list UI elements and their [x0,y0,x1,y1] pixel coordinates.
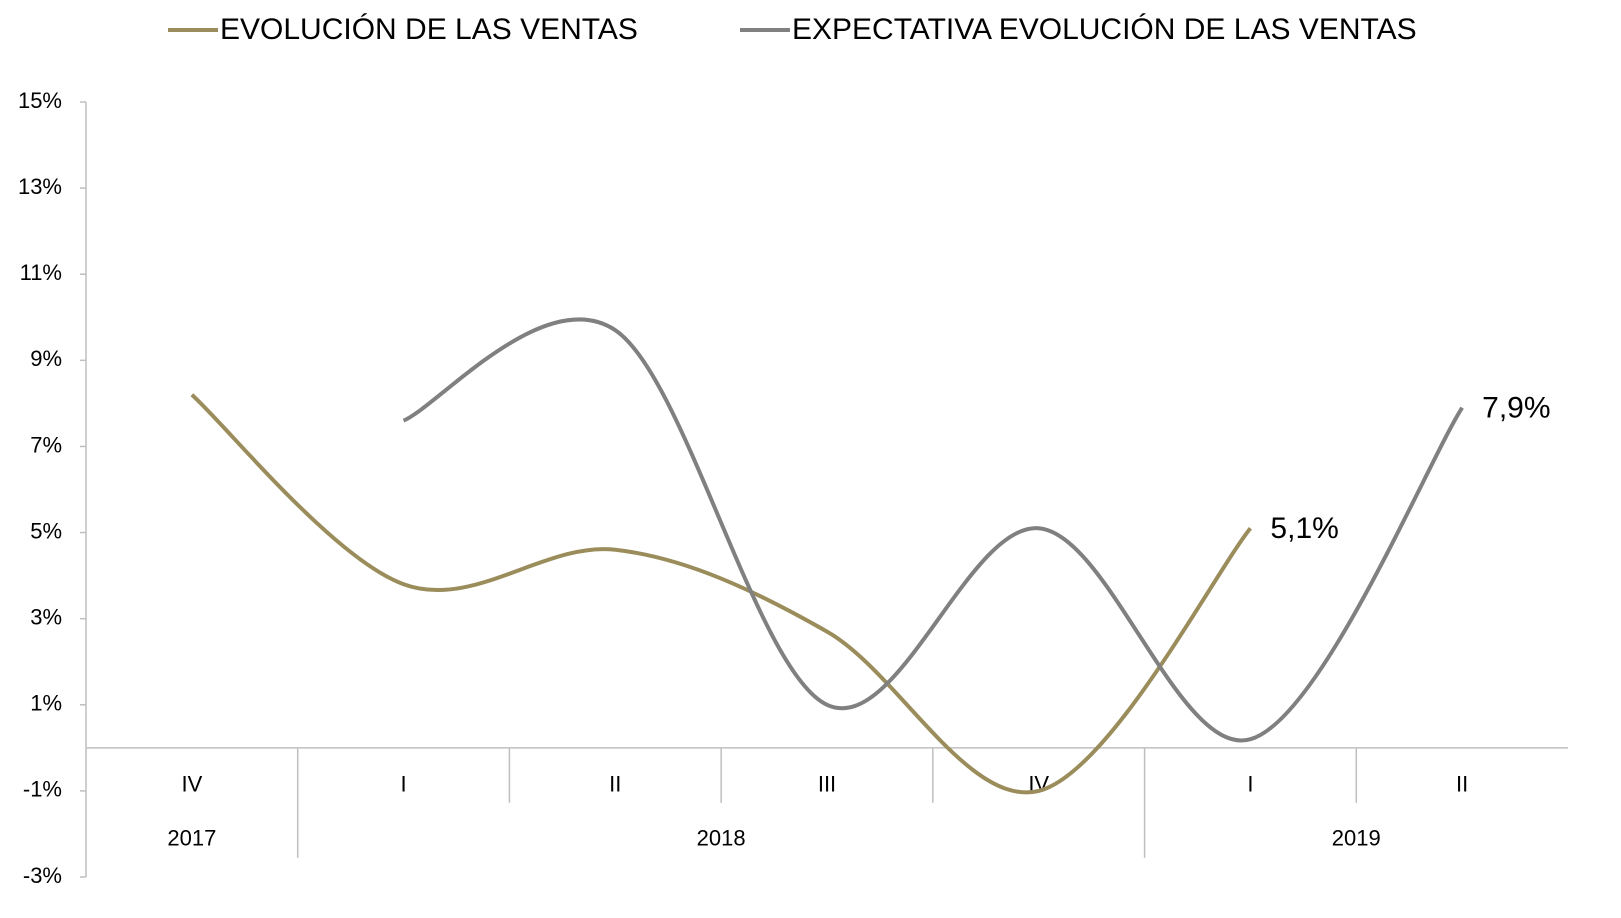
legend-label: EXPECTATIVA EVOLUCIÓN DE LAS VENTAS [792,13,1417,46]
y-tick-label: 5% [30,518,62,543]
y-tick-label: 9% [30,346,62,371]
series-line [402,317,1464,743]
y-tick-label: 13% [18,174,62,199]
x-tick-label: IV [181,772,202,797]
y-tick-label: 3% [30,604,62,629]
data-label: 7,9% [1482,392,1550,425]
series-line [190,393,1252,795]
data-label: 5,1% [1270,512,1338,545]
x-tick-label: I [401,772,407,797]
x-group-label: 2018 [697,826,746,851]
x-tick-label: II [609,772,621,797]
y-tick-label: 7% [30,432,62,457]
x-group-label: 2019 [1332,826,1381,851]
x-tick-label: III [818,772,836,797]
y-tick-label: -3% [23,863,62,888]
y-tick-label: -1% [23,777,62,802]
legend-label: EVOLUCIÓN DE LAS VENTAS [220,13,638,46]
x-tick-label: I [1247,772,1253,797]
y-tick-label: 15% [18,88,62,113]
x-tick-label: II [1456,772,1468,797]
y-tick-label: 11% [20,260,62,285]
x-group-label: 2017 [167,826,216,851]
y-tick-label: 1% [30,691,62,716]
